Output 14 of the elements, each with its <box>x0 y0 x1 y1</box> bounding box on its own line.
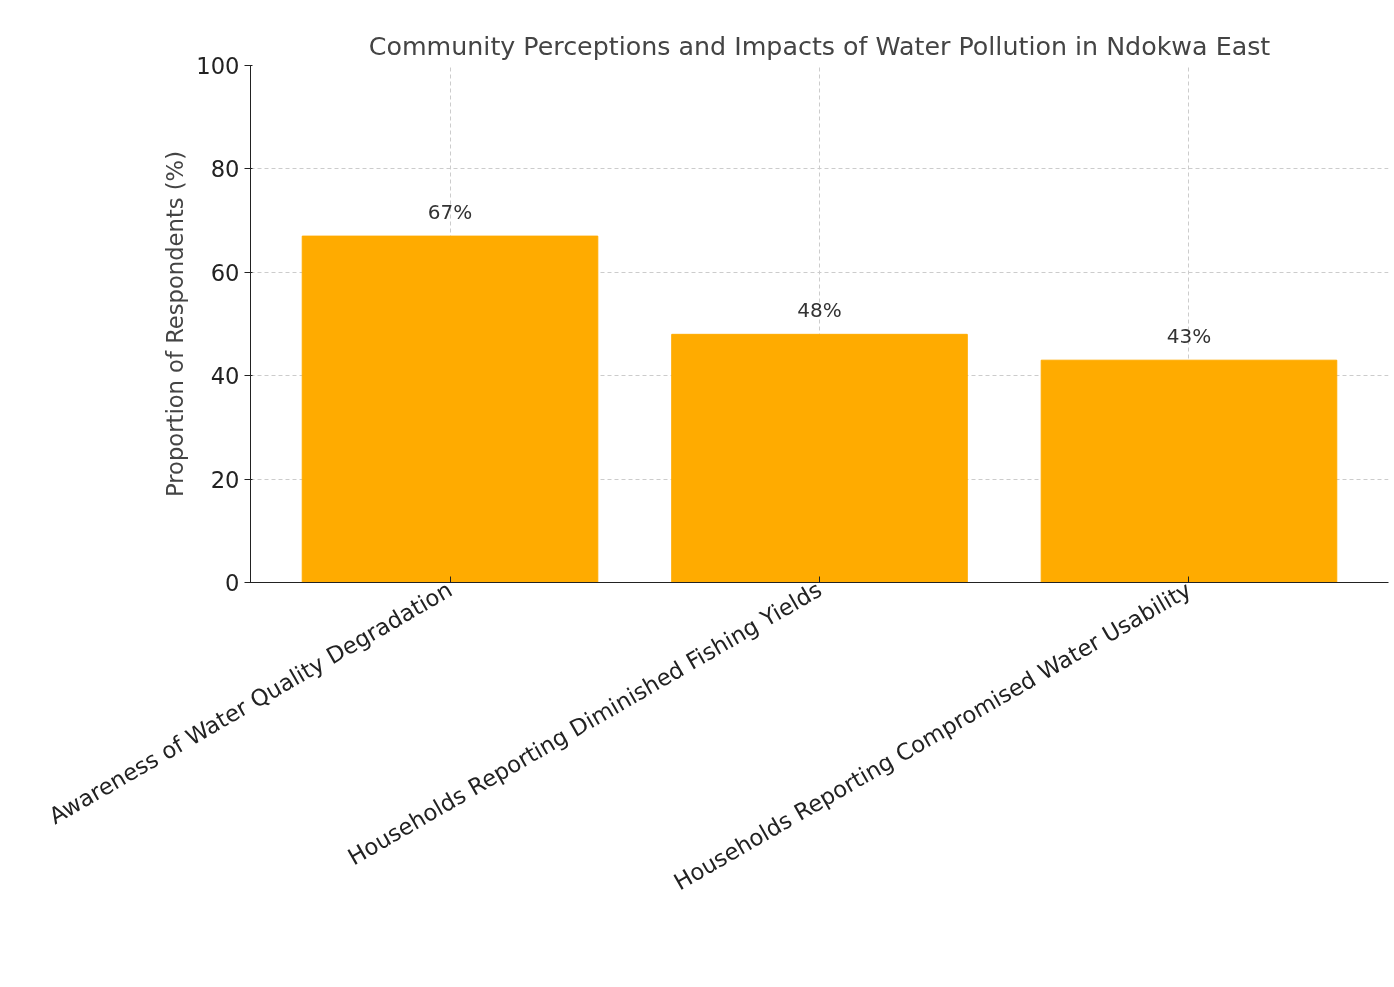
bar <box>1040 359 1338 583</box>
y-tick-label: 20 <box>210 466 240 493</box>
bar <box>301 235 599 583</box>
data-label: 67% <box>427 200 473 225</box>
bar <box>671 333 968 583</box>
data-label: 43% <box>1166 324 1212 349</box>
y-tick-label: 0 <box>225 570 240 596</box>
chart-title: Community Perceptions and Impacts of Water Pollution in Ndokwa East <box>368 30 1271 61</box>
y-tick-label: 40 <box>210 363 240 390</box>
y-axis-title: Proportion of Respondents (%) <box>162 151 189 497</box>
y-tick-label: 60 <box>210 259 240 286</box>
y-tick-label: 100 <box>196 53 240 79</box>
data-label: 48% <box>797 298 842 323</box>
y-tick-label: 80 <box>210 156 240 183</box>
